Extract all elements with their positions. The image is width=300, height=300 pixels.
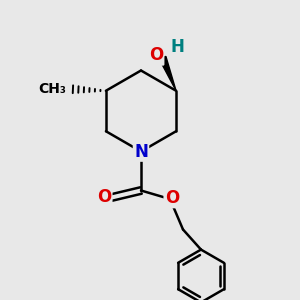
Text: CH₃: CH₃ xyxy=(38,82,66,96)
Text: O: O xyxy=(149,46,163,64)
Text: N: N xyxy=(134,142,148,160)
Text: O: O xyxy=(97,188,111,206)
Polygon shape xyxy=(159,56,176,91)
Text: H: H xyxy=(170,38,184,56)
Text: O: O xyxy=(165,189,179,207)
